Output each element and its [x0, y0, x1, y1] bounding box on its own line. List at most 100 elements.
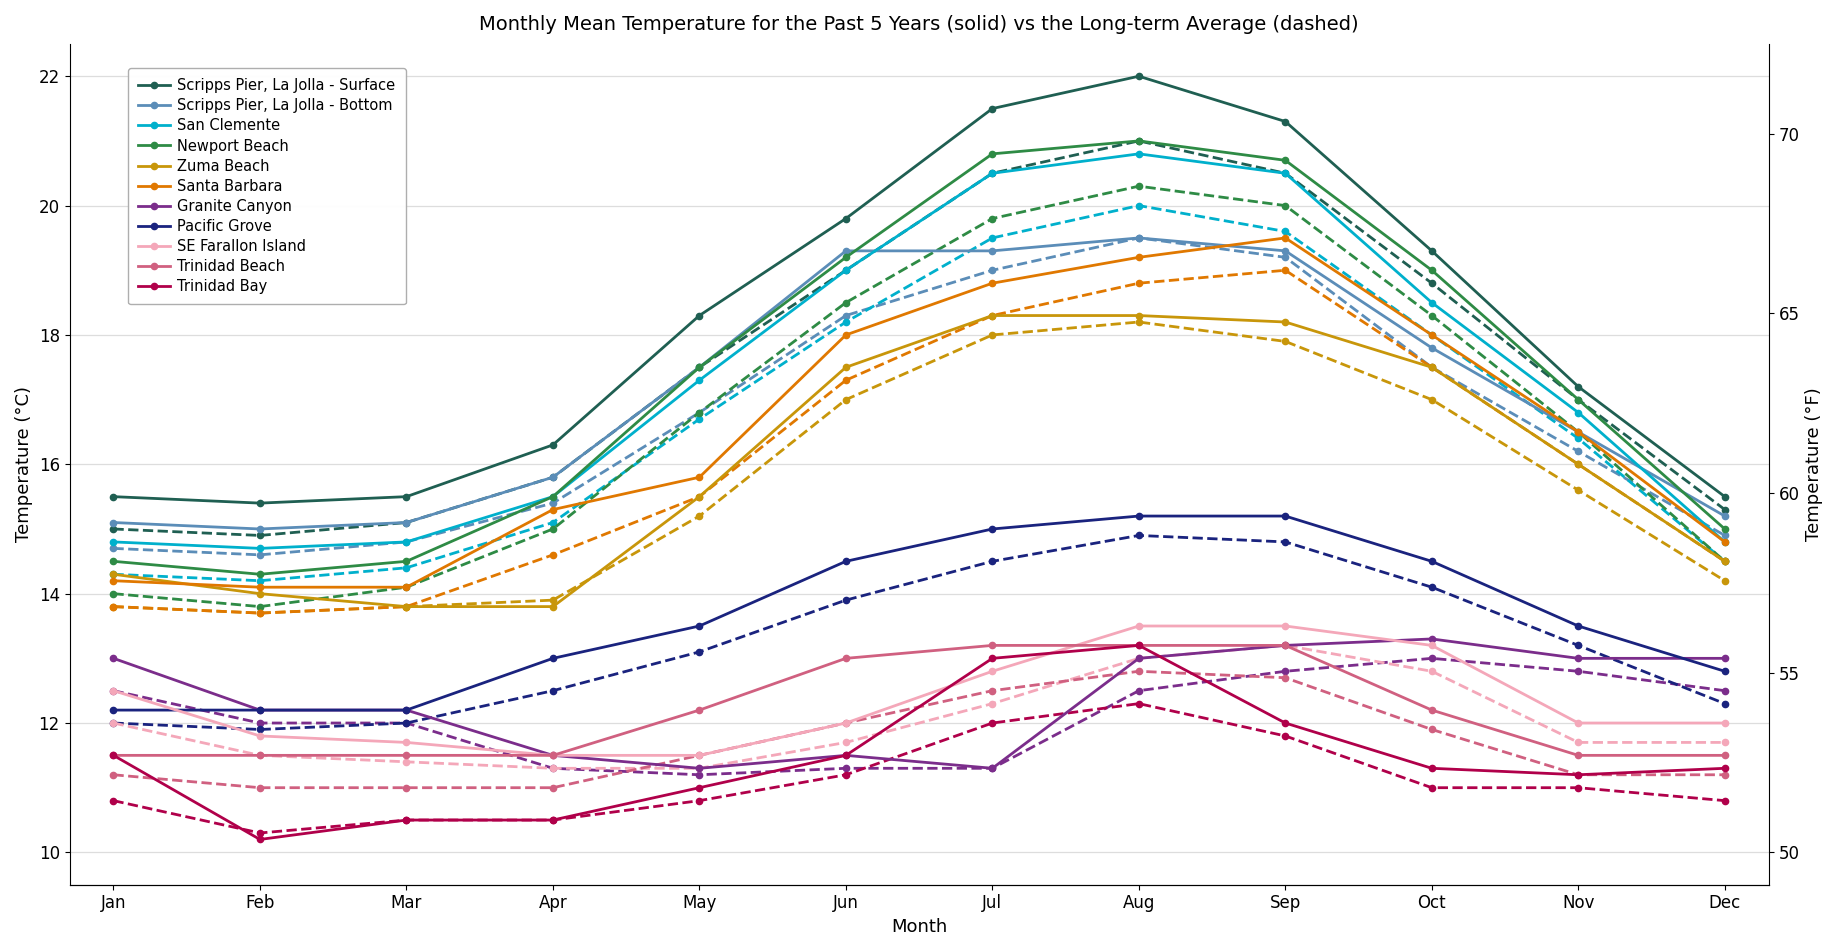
SE Farallon Island	[1713, 717, 1735, 728]
Title: Monthly Mean Temperature for the Past 5 Years (solid) vs the Long-term Average (: Monthly Mean Temperature for the Past 5 …	[480, 15, 1358, 34]
Line: Trinidad Beach: Trinidad Beach	[110, 642, 1728, 759]
San Clemente	[834, 264, 857, 276]
Granite Canyon	[1274, 640, 1296, 651]
Trinidad Beach	[1129, 640, 1151, 651]
Scripps Pier, La Jolla - Bottom	[689, 361, 711, 373]
Granite Canyon	[1129, 652, 1151, 664]
Santa Barbara	[248, 581, 270, 592]
Line: Pacific Grove: Pacific Grove	[110, 513, 1728, 713]
SE Farallon Island	[1274, 620, 1296, 631]
Scripps Pier, La Jolla - Bottom	[1274, 245, 1296, 257]
Line: Zuma Beach: Zuma Beach	[110, 313, 1728, 610]
Zuma Beach	[1421, 361, 1443, 373]
Granite Canyon	[1568, 652, 1590, 664]
Newport Beach	[1421, 264, 1443, 276]
Santa Barbara	[1421, 329, 1443, 340]
Trinidad Beach	[1421, 705, 1443, 716]
Santa Barbara	[1568, 426, 1590, 437]
Line: San Clemente: San Clemente	[110, 150, 1728, 552]
Pacific Grove	[1129, 511, 1151, 522]
San Clemente	[981, 167, 1004, 179]
Trinidad Beach	[1713, 749, 1735, 761]
Scripps Pier, La Jolla - Surface	[1713, 491, 1735, 502]
Newport Beach	[689, 361, 711, 373]
Newport Beach	[248, 569, 270, 580]
Line: Scripps Pier, La Jolla - Surface: Scripps Pier, La Jolla - Surface	[110, 73, 1728, 506]
Scripps Pier, La Jolla - Surface	[248, 497, 270, 509]
Granite Canyon	[248, 705, 270, 716]
San Clemente	[1713, 536, 1735, 548]
Scripps Pier, La Jolla - Bottom	[1713, 511, 1735, 522]
Zuma Beach	[1568, 458, 1590, 470]
Scripps Pier, La Jolla - Surface	[1129, 70, 1151, 82]
Scripps Pier, La Jolla - Bottom	[981, 245, 1004, 257]
Scripps Pier, La Jolla - Bottom	[1129, 232, 1151, 243]
Trinidad Beach	[395, 749, 417, 761]
Trinidad Bay	[395, 814, 417, 825]
San Clemente	[1421, 297, 1443, 308]
Line: Granite Canyon: Granite Canyon	[110, 636, 1728, 771]
Zuma Beach	[834, 361, 857, 373]
Scripps Pier, La Jolla - Bottom	[1421, 342, 1443, 354]
SE Farallon Island	[103, 685, 125, 696]
SE Farallon Island	[248, 730, 270, 742]
Zuma Beach	[103, 569, 125, 580]
Scripps Pier, La Jolla - Bottom	[1568, 426, 1590, 437]
San Clemente	[395, 536, 417, 548]
Trinidad Bay	[981, 652, 1004, 664]
Trinidad Bay	[1421, 763, 1443, 774]
Line: Santa Barbara: Santa Barbara	[110, 235, 1728, 591]
Pacific Grove	[981, 523, 1004, 534]
Santa Barbara	[103, 575, 125, 587]
Pacific Grove	[1274, 511, 1296, 522]
Granite Canyon	[1713, 652, 1735, 664]
Trinidad Bay	[248, 834, 270, 845]
Scripps Pier, La Jolla - Bottom	[103, 516, 125, 528]
Trinidad Bay	[1274, 717, 1296, 728]
SE Farallon Island	[1568, 717, 1590, 728]
Trinidad Beach	[103, 749, 125, 761]
Zuma Beach	[981, 310, 1004, 321]
San Clemente	[689, 375, 711, 386]
Trinidad Bay	[1129, 640, 1151, 651]
Zuma Beach	[248, 588, 270, 599]
Scripps Pier, La Jolla - Surface	[395, 491, 417, 502]
Line: Trinidad Bay: Trinidad Bay	[110, 642, 1728, 843]
Scripps Pier, La Jolla - Surface	[1568, 381, 1590, 393]
Newport Beach	[1129, 135, 1151, 146]
Trinidad Bay	[834, 749, 857, 761]
Newport Beach	[395, 555, 417, 567]
Scripps Pier, La Jolla - Surface	[1421, 245, 1443, 257]
Newport Beach	[542, 491, 564, 502]
Trinidad Beach	[1568, 749, 1590, 761]
Newport Beach	[1274, 155, 1296, 166]
Pacific Grove	[395, 705, 417, 716]
San Clemente	[248, 543, 270, 554]
Trinidad Beach	[981, 640, 1004, 651]
Trinidad Beach	[689, 705, 711, 716]
Santa Barbara	[689, 472, 711, 483]
Trinidad Bay	[1568, 769, 1590, 781]
Granite Canyon	[981, 763, 1004, 774]
San Clemente	[1568, 407, 1590, 418]
Santa Barbara	[542, 504, 564, 515]
San Clemente	[542, 491, 564, 502]
Zuma Beach	[1713, 555, 1735, 567]
Trinidad Beach	[542, 749, 564, 761]
Granite Canyon	[1421, 633, 1443, 645]
X-axis label: Month: Month	[891, 918, 947, 936]
Trinidad Beach	[1274, 640, 1296, 651]
Pacific Grove	[1421, 555, 1443, 567]
San Clemente	[103, 536, 125, 548]
Zuma Beach	[1129, 310, 1151, 321]
Line: Newport Beach: Newport Beach	[110, 138, 1728, 577]
Pacific Grove	[248, 705, 270, 716]
SE Farallon Island	[834, 717, 857, 728]
Trinidad Bay	[1713, 763, 1735, 774]
Pacific Grove	[1568, 620, 1590, 631]
Line: SE Farallon Island: SE Farallon Island	[110, 623, 1728, 759]
Pacific Grove	[689, 620, 711, 631]
Newport Beach	[981, 148, 1004, 160]
Newport Beach	[1713, 523, 1735, 534]
Scripps Pier, La Jolla - Bottom	[248, 523, 270, 534]
